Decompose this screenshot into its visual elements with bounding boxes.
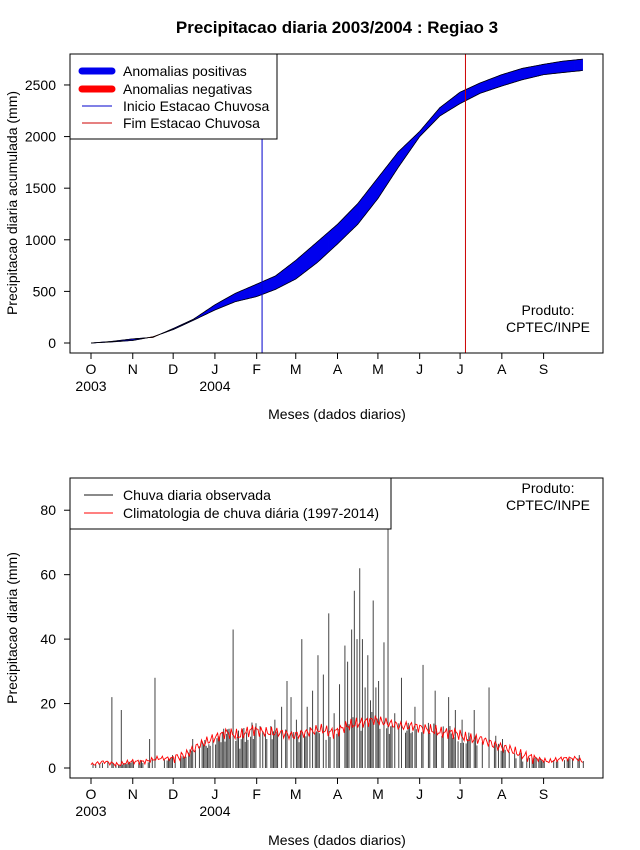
top-data-layer xyxy=(90,54,583,353)
month-tick-label: S xyxy=(539,361,548,377)
month-tick-label: O xyxy=(86,361,97,377)
bottom-annotation-line1: Produto: xyxy=(522,480,575,496)
climatology-daily-line xyxy=(90,715,583,767)
top-y-axis: 0 500 1000 1500 2000 2500 xyxy=(25,77,71,351)
month-tick-label: N xyxy=(128,786,138,802)
bottom-annotation-line2: CPTEC/INPE xyxy=(506,497,590,513)
top-x-axis: O N D J F M A M J J A S 2003 2004 xyxy=(75,352,548,394)
year-tick-label: 2003 xyxy=(75,803,106,819)
y-tick-label: 0 xyxy=(48,760,56,776)
month-tick-label: A xyxy=(497,786,507,802)
top-annotation-line1: Produto: xyxy=(522,302,575,318)
y-tick-label: 40 xyxy=(40,631,56,647)
cumulative-precipitation-chart: 0 500 1000 1500 2000 2500 O N D J F M A M J J A S 2003 200… xyxy=(4,53,604,422)
bottom-data-layer xyxy=(90,484,584,768)
positive-anomaly-segment xyxy=(581,58,583,71)
y-tick-label: 2000 xyxy=(25,129,56,145)
bottom-legend: Chuva diaria observada Climatologia de c… xyxy=(69,477,392,530)
bottom-x-axis-label: Meses (dados diarios) xyxy=(268,832,406,848)
bottom-x-axis: O N D J F M A M J J A S 2003 2004 xyxy=(75,777,548,819)
month-tick-label: F xyxy=(252,361,261,377)
month-tick-label: J xyxy=(416,786,423,802)
month-tick-label: A xyxy=(333,361,343,377)
y-tick-label: 500 xyxy=(33,283,57,299)
bottom-y-axis-label: Precipitacao diaria (mm) xyxy=(4,552,20,704)
daily-precipitation-chart: 0 20 40 60 80 O N D J F M A M J J A S 2003 2004 Precipita… xyxy=(4,477,604,848)
y-tick-label: 20 xyxy=(40,696,56,712)
y-tick-label: 1500 xyxy=(25,180,56,196)
year-tick-label: 2003 xyxy=(75,378,106,394)
legend-label-season-start: Inicio Estacao Chuvosa xyxy=(123,98,270,114)
month-tick-label: D xyxy=(168,361,178,377)
month-tick-label: O xyxy=(86,786,97,802)
year-tick-label: 2004 xyxy=(199,803,230,819)
month-tick-label: D xyxy=(168,786,178,802)
month-tick-label: M xyxy=(372,361,384,377)
month-tick-label: J xyxy=(211,786,218,802)
month-tick-label: N xyxy=(128,361,138,377)
bottom-legend-box xyxy=(69,477,392,530)
y-tick-label: 80 xyxy=(40,502,56,518)
top-legend: Anomalias positivas Anomalias negativas … xyxy=(69,53,278,140)
month-tick-label: J xyxy=(457,786,464,802)
month-tick-label: M xyxy=(372,786,384,802)
legend-label-positive: Anomalias positivas xyxy=(123,63,247,79)
y-tick-label: 0 xyxy=(48,335,56,351)
top-annotation-line2: CPTEC/INPE xyxy=(506,319,590,335)
bottom-y-axis: 0 20 40 60 80 xyxy=(40,502,71,776)
month-tick-label: J xyxy=(416,361,423,377)
legend-label-observed: Chuva diaria observada xyxy=(123,487,271,503)
month-tick-label: A xyxy=(497,361,507,377)
legend-label-negative: Anomalias negativas xyxy=(123,81,252,97)
y-tick-label: 2500 xyxy=(25,77,56,93)
observed-cumulative-line xyxy=(90,58,583,344)
month-tick-label: A xyxy=(333,786,343,802)
climatology-cumulative-line xyxy=(90,70,583,344)
legend-label-season-end: Fim Estacao Chuvosa xyxy=(123,115,260,131)
legend-label-climatology: Climatologia de chuva diária (1997-2014) xyxy=(123,505,379,521)
month-tick-label: J xyxy=(211,361,218,377)
month-tick-label: M xyxy=(290,786,302,802)
top-y-axis-label: Precipitacao diaria acumulada (mm) xyxy=(4,91,20,315)
y-tick-label: 60 xyxy=(40,567,56,583)
y-tick-label: 1000 xyxy=(25,232,56,248)
month-tick-label: S xyxy=(539,786,548,802)
year-tick-label: 2004 xyxy=(199,378,230,394)
month-tick-label: M xyxy=(290,361,302,377)
chart-title: Precipitacao diaria 2003/2004 : Regiao 3 xyxy=(176,18,498,37)
top-x-axis-label: Meses (dados diarios) xyxy=(268,406,406,422)
month-tick-label: J xyxy=(457,361,464,377)
month-tick-label: F xyxy=(252,786,261,802)
